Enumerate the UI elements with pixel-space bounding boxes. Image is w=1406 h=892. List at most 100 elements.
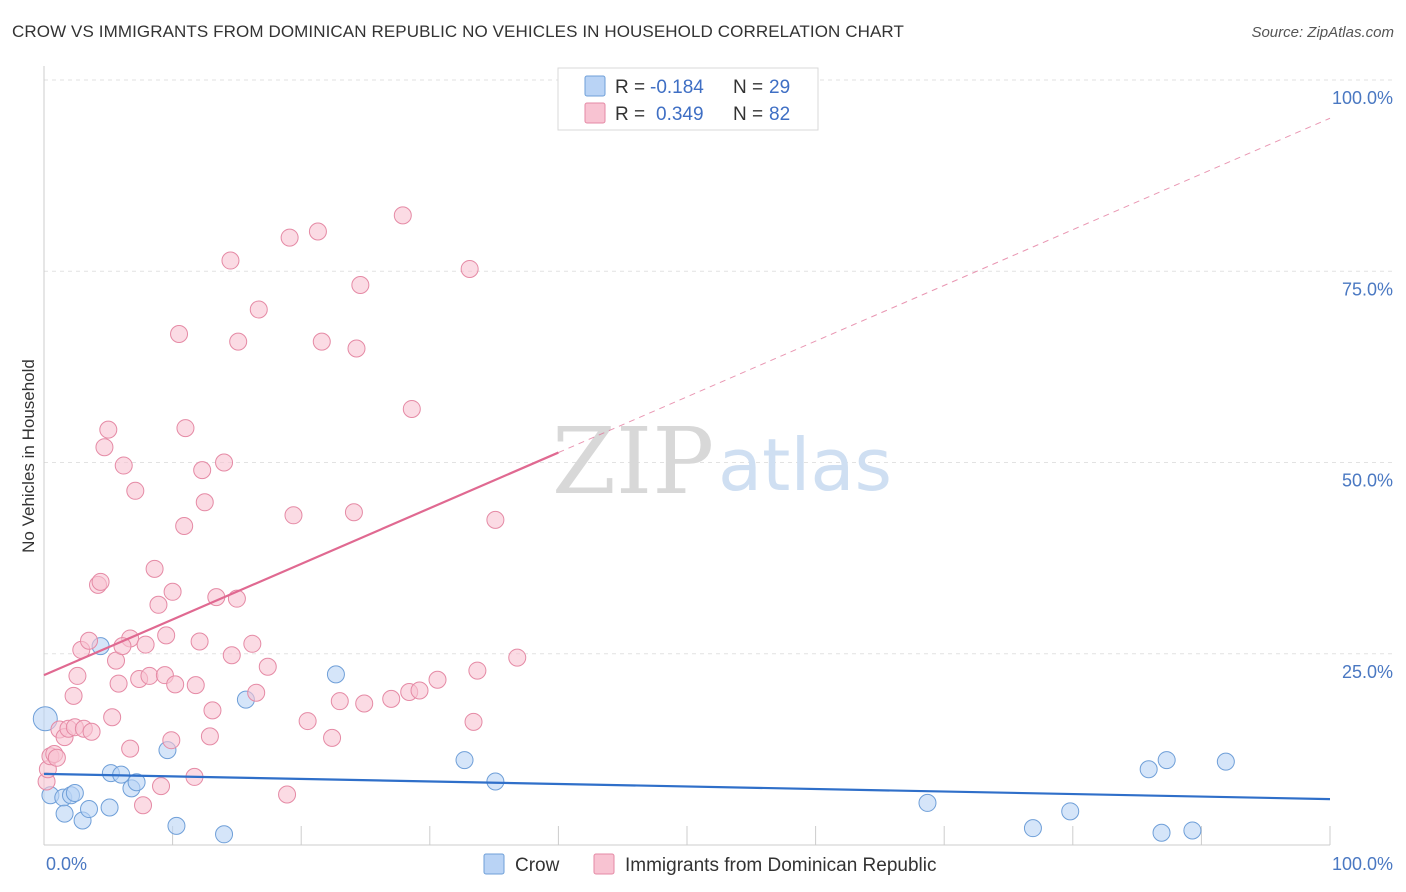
dominican-point-79 — [508, 648, 527, 667]
crow-point-28 — [1216, 752, 1235, 771]
dominican-point-64 — [330, 692, 349, 711]
gridlines — [44, 79, 1392, 655]
dominican-point-63 — [312, 332, 331, 351]
dominican-point-75 — [460, 259, 479, 278]
dominican-point-31 — [149, 595, 168, 614]
dominican-point-66 — [347, 339, 366, 358]
dominican-point-76 — [464, 712, 483, 731]
dominican-point-80 — [323, 728, 342, 747]
dominican-point-40 — [176, 419, 195, 438]
y-tick-label-1: 75.0% — [1342, 279, 1393, 299]
dominican-point-44 — [193, 461, 212, 480]
dominican-point-39 — [175, 516, 194, 535]
legend-n-value-dominican: 82 — [769, 104, 790, 125]
y-axis-label: No Vehicles in Household — [19, 359, 38, 553]
x-tick-labels: 0.0% 100.0% — [46, 854, 1393, 874]
watermark-zip: ZIP — [552, 408, 714, 515]
dominican-point-72 — [402, 399, 421, 418]
y-tick-label-0: 100.0% — [1332, 88, 1393, 108]
y-tick-label-2: 50.0% — [1342, 471, 1393, 491]
dominican-point-59 — [280, 228, 299, 247]
crow-point-22 — [1023, 819, 1042, 838]
dominican-point-70 — [393, 206, 412, 225]
dominican-point-58 — [278, 785, 297, 804]
source-label: Source: ZipAtlas.com — [1251, 24, 1394, 41]
legend: R = -0.184 N = 29 R = 0.349 N = 82 — [557, 67, 819, 131]
x-tick-label-1: 100.0% — [1332, 854, 1393, 874]
crow-point-19 — [455, 751, 474, 770]
bottom-legend: Crow Immigrants from Dominican Republic — [483, 853, 937, 876]
dominican-point-78 — [486, 510, 505, 529]
dominican-point-81 — [113, 637, 132, 656]
crow-trend-line — [43, 772, 1331, 801]
dominican-point-10 — [68, 666, 87, 685]
dominican-point-47 — [203, 701, 222, 720]
dominican-point-32 — [152, 777, 171, 796]
data-points — [32, 206, 1235, 844]
dominican-point-4 — [47, 748, 66, 767]
dominican-point-54 — [243, 634, 262, 653]
legend-n-value-crow: 29 — [769, 77, 790, 98]
bottom-legend-label-crow: Crow — [515, 855, 560, 876]
dominican-point-49 — [215, 453, 234, 472]
dominican-point-56 — [249, 300, 268, 319]
dominican-point-73 — [410, 681, 429, 700]
dominican-point-53 — [229, 332, 248, 351]
dominican-point-65 — [344, 503, 363, 522]
dominican-point-42 — [186, 676, 205, 695]
dominican-point-68 — [355, 694, 374, 713]
crow-point-0 — [32, 706, 58, 732]
dominican-point-51 — [222, 646, 241, 665]
watermark-atlas: atlas — [718, 423, 892, 507]
dominican-point-21 — [109, 674, 128, 693]
dominican-point-18 — [99, 420, 118, 439]
crow-point-27 — [1183, 821, 1202, 840]
dominican-point-43 — [190, 632, 209, 651]
chart-title: CROW VS IMMIGRANTS FROM DOMINICAN REPUBL… — [12, 22, 904, 41]
dominican-point-55 — [247, 683, 266, 702]
dominican-point-50 — [221, 251, 240, 270]
crow-point-7 — [80, 800, 99, 819]
dominican-point-14 — [82, 722, 101, 741]
bottom-legend-label-dominican: Immigrants from Dominican Republic — [625, 855, 937, 876]
dominican-point-35 — [162, 731, 181, 750]
legend-r-value-dominican: 0.349 — [656, 104, 704, 125]
dominican-point-22 — [114, 456, 133, 475]
dominican-point-16 — [91, 572, 110, 591]
dominican-point-77 — [468, 661, 487, 680]
axes — [43, 66, 1331, 846]
dominican-point-61 — [298, 712, 317, 731]
dominican-point-8 — [64, 686, 83, 705]
crow-point-5 — [65, 783, 84, 802]
crow-point-23 — [1061, 802, 1080, 821]
crow-point-18 — [326, 665, 345, 684]
dominican-point-62 — [308, 222, 327, 241]
watermark: ZIP atlas — [552, 408, 892, 515]
legend-swatch-dominican — [584, 102, 606, 124]
legend-r-value-crow: -0.184 — [650, 77, 704, 98]
dominican-point-38 — [170, 324, 189, 343]
dominican-point-13 — [80, 631, 99, 650]
y-tick-labels: 100.0% 75.0% 50.0% 25.0% — [1332, 88, 1393, 682]
crow-point-13 — [127, 773, 146, 792]
crow-point-16 — [215, 825, 234, 844]
dominican-point-46 — [200, 727, 219, 746]
legend-swatch-crow — [584, 75, 606, 97]
dominican-point-17 — [95, 438, 114, 457]
dominican-point-57 — [258, 657, 277, 676]
legend-r-label-crow: R = — [615, 77, 645, 98]
crow-point-9 — [100, 798, 119, 817]
dominican-point-29 — [140, 666, 159, 685]
crow-point-15 — [167, 816, 186, 835]
dominican-point-19 — [103, 708, 122, 727]
bottom-legend-swatch-dominican — [593, 853, 615, 875]
y-tick-label-3: 25.0% — [1342, 662, 1393, 682]
dominican-point-36 — [163, 582, 182, 601]
crow-point-24 — [1139, 760, 1158, 779]
dominican-point-45 — [195, 493, 214, 512]
legend-n-label-dominican: N = — [733, 104, 763, 125]
dominican-point-69 — [382, 689, 401, 708]
dominican-point-25 — [126, 481, 145, 500]
legend-n-label-crow: N = — [733, 77, 763, 98]
